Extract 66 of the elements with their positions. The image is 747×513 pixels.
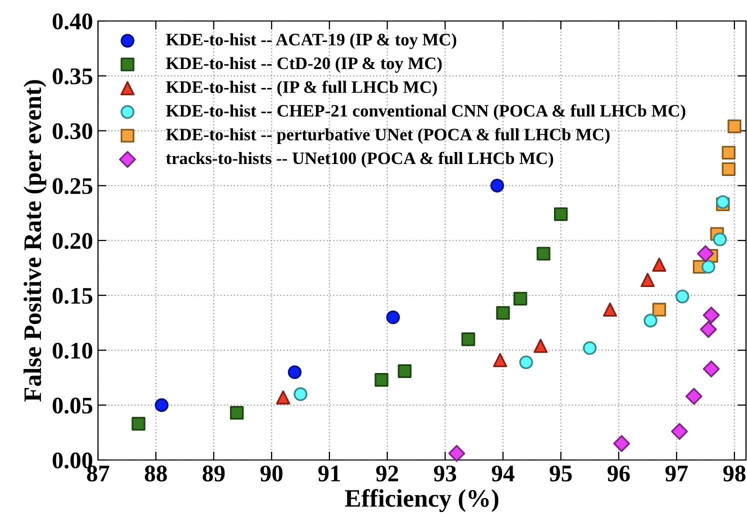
point — [132, 416, 146, 431]
point — [671, 423, 688, 440]
point — [398, 364, 412, 378]
point — [386, 310, 400, 324]
point — [534, 338, 548, 353]
point — [602, 302, 618, 317]
y-tick-label: 0.20 — [52, 232, 92, 250]
point — [374, 373, 388, 387]
y-tick-label: 0.25 — [52, 178, 92, 194]
point — [640, 272, 655, 288]
x-tick-label: 91 — [318, 466, 340, 482]
y-axis-title: False Positive Rate (per event) — [24, 80, 46, 402]
x-tick-label: 93 — [434, 466, 456, 482]
x-tick-label: 98 — [723, 466, 746, 482]
point — [722, 162, 736, 176]
point — [697, 245, 714, 262]
legend-label: KDE-to-hist -- (IP & full LHCb MC) — [166, 80, 437, 96]
point — [722, 146, 736, 160]
point — [613, 435, 630, 452]
point — [448, 444, 466, 462]
point — [230, 406, 244, 420]
x-tick-label: 95 — [550, 466, 572, 482]
x-tick-label: 94 — [492, 466, 514, 482]
y-tick-label: 0.35 — [52, 68, 92, 84]
legend-label: KDE-to-hist -- CHEP-21 conventional CNN (POCA & full LHCb MC) — [166, 104, 686, 120]
x-tick-label: 90 — [260, 466, 282, 482]
point — [294, 387, 308, 401]
point — [154, 398, 168, 412]
y-tick-label: 0.30 — [52, 123, 92, 140]
point — [644, 314, 658, 328]
point — [652, 258, 666, 272]
legend-label: KDE-to-hist -- CtD-20 (IP & toy MC) — [166, 56, 442, 73]
point — [713, 232, 727, 246]
point — [493, 353, 508, 368]
legend-label: KDE-to-hist -- ACAT-19 (IP & toy MC) — [166, 33, 456, 50]
point — [702, 260, 716, 274]
x-axis-title: Efficiency (%) — [345, 489, 498, 512]
point — [582, 341, 597, 355]
y-tick-label: 0.10 — [52, 342, 92, 359]
x-tick-label: 89 — [202, 466, 225, 482]
point — [490, 178, 504, 192]
point — [276, 390, 290, 404]
point — [702, 360, 720, 378]
y-tick-label: 0.05 — [52, 398, 92, 414]
point — [716, 195, 730, 209]
point — [288, 365, 302, 380]
point — [519, 355, 533, 370]
point — [652, 302, 666, 316]
point — [461, 332, 476, 346]
point — [700, 320, 717, 338]
point — [496, 306, 510, 320]
point — [554, 207, 568, 222]
y-tick-label: 0.40 — [52, 13, 92, 30]
point — [676, 290, 690, 304]
y-tick-label: 0.15 — [52, 288, 92, 304]
point — [536, 246, 550, 261]
x-tick-label: 96 — [608, 466, 630, 482]
legend-label: tracks-to-hists -- UNet100 (POCA & full LHCb MC) — [166, 152, 554, 168]
x-tick-label: 97 — [665, 466, 688, 482]
x-tick-label: 88 — [144, 466, 167, 482]
point — [514, 292, 528, 306]
point — [702, 306, 720, 324]
point — [685, 388, 702, 405]
point — [728, 120, 742, 134]
x-tick-label: 92 — [376, 466, 398, 482]
legend-label: KDE-to-hist -- perturbative UNet (POCA & full LHCb MC) — [166, 128, 610, 144]
